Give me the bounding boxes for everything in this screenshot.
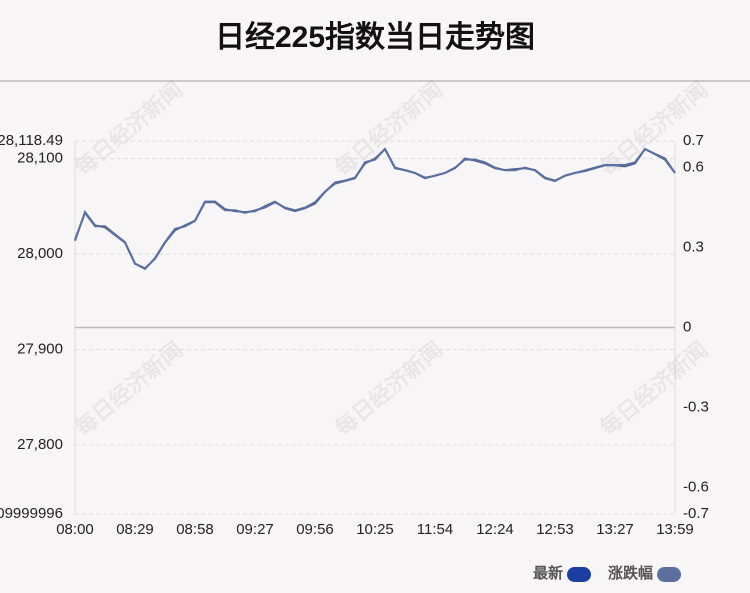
legend-label: 最新 xyxy=(533,564,563,582)
x-tick-label: 13:27 xyxy=(596,521,634,538)
y-tick-label: 28,118.49 xyxy=(0,132,63,149)
x-tick-label: 09:27 xyxy=(236,521,274,538)
y-tick-label: 28,000 xyxy=(17,245,63,262)
y2-tick-label: 0.6 xyxy=(683,159,704,176)
series-line xyxy=(74,147,676,270)
series-line xyxy=(74,147,676,271)
y-tick-label: 28,100 xyxy=(17,150,63,167)
y-tick-label: 27,800 xyxy=(17,436,63,453)
watermark: 每日经济新闻 xyxy=(330,77,447,181)
x-tick-label: 13:59 xyxy=(656,521,694,538)
x-tick-label: 12:53 xyxy=(536,521,574,538)
legend-swatch xyxy=(567,567,592,582)
y2-tick-label: 0.7 xyxy=(683,132,704,149)
y2-tick-label: -0.6 xyxy=(683,478,709,495)
x-tick-label: 09:56 xyxy=(296,521,334,538)
legend-swatch xyxy=(657,567,682,582)
y2-tick-label: -0.3 xyxy=(683,398,709,415)
x-tick-label: 08:00 xyxy=(56,521,94,538)
legend-label: 涨跌幅 xyxy=(608,564,653,582)
watermark: 每日经济新闻 xyxy=(70,337,187,441)
x-tick-label: 11:54 xyxy=(417,521,453,538)
x-tick-label: 10:25 xyxy=(356,521,394,538)
x-tick-label: 08:29 xyxy=(116,521,154,538)
y2-tick-label: -0.7 xyxy=(683,505,709,522)
y-tick-label: 27,900 xyxy=(17,340,63,357)
watermark: 每日经济新闻 xyxy=(330,337,447,441)
chart-title: 日经225指数当日走势图 xyxy=(215,20,535,54)
y2-tick-label: 0.3 xyxy=(683,239,704,256)
x-tick-label: 08:58 xyxy=(176,521,214,538)
y-tick-label: 27,727.509999996 xyxy=(0,505,63,522)
watermark: 每日经济新闻 xyxy=(70,77,187,181)
x-tick-label: 12:24 xyxy=(476,521,514,538)
watermark: 每日经济新闻 xyxy=(595,337,712,441)
y2-tick-label: 0 xyxy=(683,318,691,335)
